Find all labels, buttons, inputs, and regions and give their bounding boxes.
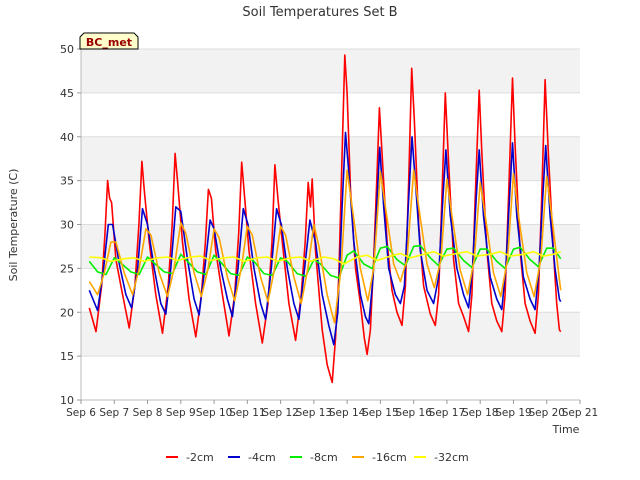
y-tick-label: 15 <box>60 350 74 363</box>
x-tick-label: Sep 18 <box>462 407 499 419</box>
series-lines <box>88 54 562 384</box>
y-tick-label: 20 <box>60 306 74 319</box>
background-band <box>81 49 580 93</box>
station-badge: BC_met <box>79 32 139 50</box>
x-tick-label: Sep 15 <box>362 407 399 419</box>
legend-label: -32cm <box>434 451 469 464</box>
x-tick-label: Sep 11 <box>229 407 266 419</box>
y-axis-label: Soil Temperature (C) <box>7 169 20 282</box>
x-tick-label: Sep 6 <box>66 407 96 419</box>
x-tick-label: Sep 14 <box>329 407 366 419</box>
x-tick-label: Sep 12 <box>262 407 299 419</box>
series-line-neg8cm <box>88 244 562 279</box>
x-tick-label: Sep 9 <box>166 407 196 419</box>
x-tick-label: Sep 16 <box>395 407 432 419</box>
y-tick-label: 10 <box>60 394 74 407</box>
station-label: BC_met <box>86 36 132 49</box>
x-tick-label: Sep 20 <box>528 407 565 419</box>
x-tick-label: Sep 19 <box>495 407 532 419</box>
grid-lines <box>81 48 580 401</box>
x-tick-label: Sep 8 <box>133 407 163 419</box>
x-axis-label: Time <box>552 423 580 436</box>
x-tick-label: Sep 13 <box>296 407 333 419</box>
y-tick-label: 40 <box>60 131 74 144</box>
x-tick-label: Sep 10 <box>196 407 233 419</box>
y-tick-label: 45 <box>60 87 74 100</box>
series-line-neg16cm <box>88 169 562 324</box>
series-line-neg4cm <box>88 131 562 346</box>
y-tick-label: 50 <box>60 43 74 56</box>
legend-label: -8cm <box>310 451 338 464</box>
background-band <box>81 136 580 181</box>
y-tick-label: 35 <box>60 175 74 188</box>
y-tick-label: 30 <box>60 219 74 232</box>
x-tick-label: Sep 21 <box>562 407 599 419</box>
series-line-neg32cm <box>89 250 561 265</box>
legend: -2cm -4cm -8cm -16cm -32cm <box>166 451 469 464</box>
x-tick-label: Sep 7 <box>99 407 129 419</box>
legend-label: -16cm <box>372 451 407 464</box>
y-tick-label: 25 <box>60 262 74 275</box>
background-band <box>81 224 580 269</box>
legend-label: -4cm <box>248 451 276 464</box>
chart-title: Soil Temperatures Set B <box>242 5 397 20</box>
x-tick-label: Sep 17 <box>429 407 466 419</box>
legend-label: -2cm <box>186 451 214 464</box>
y-tick-labels: 10 15 20 25 30 35 40 45 50 <box>60 43 81 407</box>
